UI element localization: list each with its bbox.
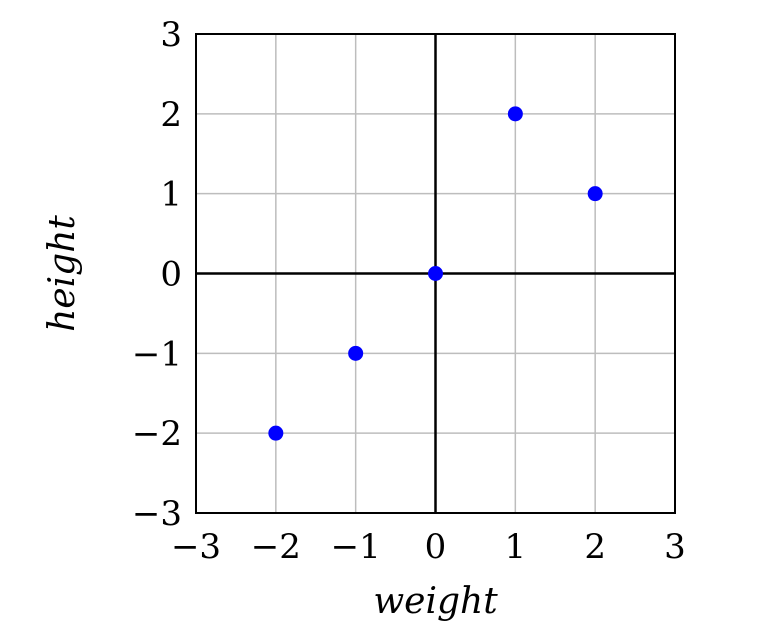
x-tick-label: 2 [584, 527, 606, 567]
x-tick-labels: −3 −2 −1 0 1 2 3 [171, 527, 686, 567]
y-tick-label: −3 [132, 494, 182, 534]
y-tick-label: −1 [132, 334, 182, 374]
data-point [348, 345, 364, 361]
x-axis-title: weight [373, 581, 498, 622]
x-tick-label: −1 [331, 527, 381, 567]
x-tick-label: 1 [505, 527, 527, 567]
x-tick-label: −3 [171, 527, 221, 567]
y-axis-title: height [42, 215, 83, 332]
data-point [428, 266, 443, 281]
plot-frame [195, 33, 676, 514]
x-tick-label: 0 [425, 527, 447, 567]
y-tick-label: 0 [160, 255, 182, 295]
data-point [507, 106, 523, 122]
data-points [268, 106, 603, 441]
data-point [268, 425, 284, 441]
data-point [587, 186, 603, 202]
y-tick-label: 1 [160, 175, 182, 215]
y-tick-label: −2 [132, 414, 182, 454]
x-tick-label: −2 [251, 527, 301, 567]
x-tick-label: 3 [664, 527, 686, 567]
y-tick-label: 3 [160, 15, 182, 55]
y-tick-labels: −3 −2 −1 0 1 2 3 [132, 15, 182, 534]
y-tick-label: 2 [160, 95, 182, 135]
